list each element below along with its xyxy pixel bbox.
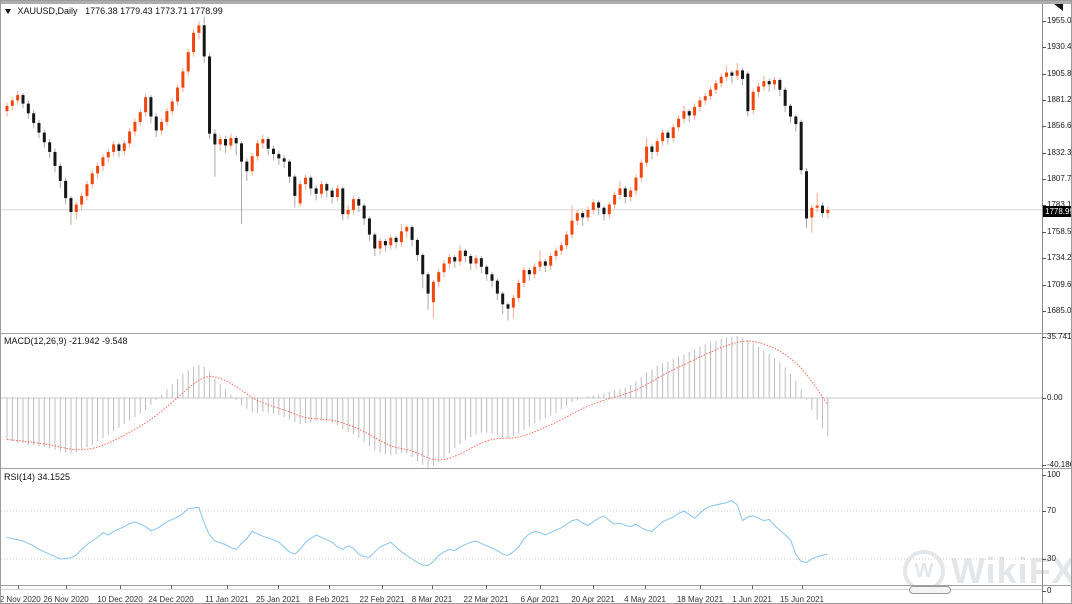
date-axis-tick (645, 585, 646, 589)
price-axis-label: 1709.60 (1047, 280, 1072, 289)
date-axis-tick (752, 585, 753, 589)
rsi-axis-label: 100 (1047, 470, 1061, 479)
date-axis-label: 26 Nov 2020 (43, 595, 89, 604)
symbol-dropdown-icon (5, 9, 11, 14)
date-axis-tick (329, 585, 330, 589)
symbol-header: XAUUSD,Daily 1776.38 1779.43 1773.71 177… (5, 6, 223, 16)
axis-tick (1042, 285, 1046, 286)
axis-tick (1042, 311, 1046, 312)
date-axis-tick (382, 585, 383, 589)
axis-tick (1042, 100, 1046, 101)
date-axis-label: 22 Mar 2021 (463, 595, 509, 604)
date-axis-label: 15 Jun 2021 (779, 595, 825, 604)
date-axis-label: 8 Feb 2021 (308, 595, 350, 604)
date-axis-tick (278, 585, 279, 589)
date-axis-label: 4 May 2021 (624, 595, 666, 604)
date-axis-tick (227, 585, 228, 589)
price-axis-label: 1807.70 (1047, 174, 1072, 183)
price-axis-label: 1881.20 (1047, 95, 1072, 104)
axis-tick (1042, 205, 1046, 206)
wikifx-watermark: W WikiFX (903, 550, 1072, 592)
axis-tick (1042, 21, 1046, 22)
price-axis-label: 1783.10 (1047, 200, 1072, 209)
date-axis-tick (593, 585, 594, 589)
main-macd-splitter[interactable] (1, 333, 1071, 334)
date-axis-label: 18 May 2021 (676, 595, 724, 604)
macd-axis-label: 0.00 (1047, 393, 1063, 402)
scrollbar-thumb[interactable] (909, 586, 951, 594)
date-axis-label: 6 Apr 2021 (520, 595, 560, 604)
axis-tick (1042, 511, 1046, 512)
scrollbar-track[interactable] (1, 589, 1042, 590)
axis-tick (1042, 398, 1046, 399)
axis-tick (1042, 47, 1046, 48)
date-axis-tick (700, 585, 701, 589)
window-top-border (1, 1, 1071, 4)
price-axis-label: 1905.80 (1047, 69, 1072, 78)
axis-tick (1042, 232, 1046, 233)
date-axis-label: 12 Nov 2020 (0, 595, 41, 604)
rsi-timeaxis-splitter (1, 585, 1071, 586)
price-axis-label: 1685.00 (1047, 306, 1072, 315)
date-axis-tick (66, 585, 67, 589)
date-axis-tick (120, 585, 121, 589)
date-axis-tick (540, 585, 541, 589)
date-axis-tick (18, 585, 19, 589)
price-axis-border (1042, 1, 1043, 603)
price-axis-label: 1734.20 (1047, 253, 1072, 262)
symbol-name: XAUUSD,Daily (17, 6, 78, 16)
price-axis-label: 1758.50 (1047, 227, 1072, 236)
date-axis-tick (486, 585, 487, 589)
axis-tick (1042, 337, 1046, 338)
date-axis-tick (171, 585, 172, 589)
rsi-axis-label: 30 (1047, 554, 1056, 563)
price-axis-label: 1832.30 (1047, 148, 1072, 157)
rsi-axis-label: 70 (1047, 506, 1056, 515)
date-axis-label: 11 Jan 2021 (205, 595, 249, 604)
macd-indicator-label: MACD(12,26,9) -21.942 -9.548 (4, 336, 128, 346)
axis-tick (1042, 465, 1046, 466)
price-axis-label: 1856.60 (1047, 121, 1072, 130)
ohlc-values: 1776.38 1779.43 1773.71 1778.99 (85, 6, 223, 16)
wikifx-watermark-text: WikiFX (951, 550, 1072, 591)
price-axis-label: 1955.00 (1047, 16, 1072, 25)
macd-rsi-splitter[interactable] (1, 468, 1071, 469)
date-axis-label: 8 Mar 2021 (411, 595, 453, 604)
date-axis-tick (802, 585, 803, 589)
axis-tick (1042, 475, 1046, 476)
date-axis-label: 24 Dec 2020 (148, 595, 194, 604)
axis-tick (1042, 559, 1046, 560)
axis-tick (1042, 74, 1046, 75)
axis-tick (1042, 153, 1046, 154)
chart-plot-area[interactable] (1, 1, 1042, 586)
date-axis-label: 1 Jun 2021 (732, 595, 772, 604)
axis-tick (1042, 179, 1046, 180)
rsi-indicator-label: RSI(14) 34.1525 (4, 472, 71, 482)
date-axis-label: 22 Feb 2021 (359, 595, 405, 604)
corner-marker-icon (1054, 4, 1063, 11)
current-price-tag: 1778.99 (1043, 206, 1071, 217)
axis-tick (1042, 258, 1046, 259)
macd-axis-label: -40.186 (1047, 460, 1072, 469)
date-axis-label: 10 Dec 2020 (97, 595, 143, 604)
macd-axis-label: 35.741 (1047, 332, 1072, 341)
axis-tick (1042, 591, 1046, 592)
axis-tick (1042, 126, 1046, 127)
rsi-axis-label: 0 (1047, 586, 1052, 595)
date-axis-tick (432, 585, 433, 589)
price-axis-label: 1930.40 (1047, 42, 1072, 51)
date-axis-label: 25 Jan 2021 (255, 595, 301, 604)
date-axis-label: 20 Apr 2021 (571, 595, 615, 604)
